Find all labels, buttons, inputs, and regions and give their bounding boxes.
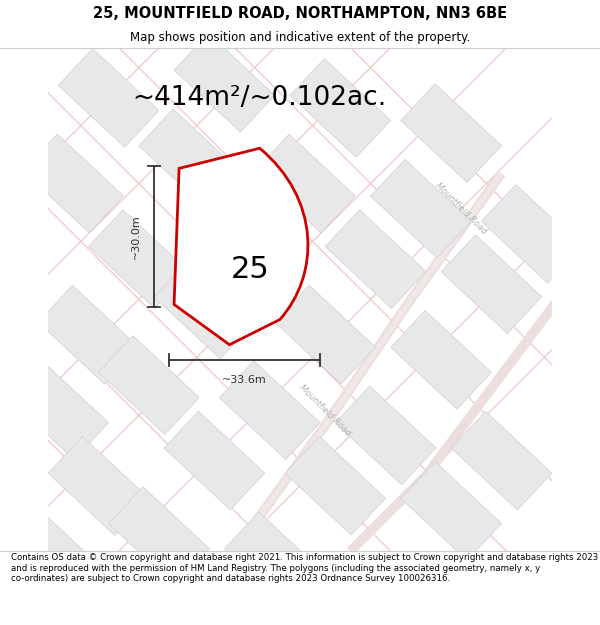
Polygon shape xyxy=(58,49,159,148)
Polygon shape xyxy=(23,134,124,233)
Text: Mountfield Road: Mountfield Road xyxy=(434,181,488,236)
Polygon shape xyxy=(285,436,386,535)
Polygon shape xyxy=(325,210,426,308)
Text: Mountfield Road: Mountfield Road xyxy=(298,382,353,438)
Polygon shape xyxy=(209,184,310,283)
Text: ~414m²/~0.102ac.: ~414m²/~0.102ac. xyxy=(133,85,387,111)
Polygon shape xyxy=(109,487,209,586)
Polygon shape xyxy=(401,84,502,182)
Polygon shape xyxy=(164,411,265,510)
Polygon shape xyxy=(220,361,320,459)
PathPatch shape xyxy=(174,148,308,345)
Polygon shape xyxy=(88,210,189,308)
Polygon shape xyxy=(8,512,109,611)
Text: ~30.0m: ~30.0m xyxy=(131,214,141,259)
Polygon shape xyxy=(48,436,149,535)
Polygon shape xyxy=(391,311,491,409)
Polygon shape xyxy=(8,361,109,459)
Text: Map shows position and indicative extent of the property.: Map shows position and indicative extent… xyxy=(130,31,470,44)
Polygon shape xyxy=(451,411,552,510)
Polygon shape xyxy=(371,159,471,258)
Text: Contains OS data © Crown copyright and database right 2021. This information is : Contains OS data © Crown copyright and d… xyxy=(11,554,598,583)
Polygon shape xyxy=(275,285,376,384)
Polygon shape xyxy=(401,462,502,560)
Polygon shape xyxy=(481,184,582,283)
Polygon shape xyxy=(335,386,436,485)
Polygon shape xyxy=(174,33,275,132)
Text: 25, MOUNTFIELD ROAD, NORTHAMPTON, NN3 6BE: 25, MOUNTFIELD ROAD, NORTHAMPTON, NN3 6B… xyxy=(93,6,507,21)
Polygon shape xyxy=(38,285,139,384)
Text: 25: 25 xyxy=(230,254,269,284)
Polygon shape xyxy=(441,235,542,334)
Polygon shape xyxy=(255,134,355,233)
Polygon shape xyxy=(139,109,239,208)
Polygon shape xyxy=(154,260,254,359)
Polygon shape xyxy=(224,512,325,611)
Text: ~33.6m: ~33.6m xyxy=(222,375,267,385)
Polygon shape xyxy=(98,336,199,434)
Polygon shape xyxy=(290,59,391,158)
